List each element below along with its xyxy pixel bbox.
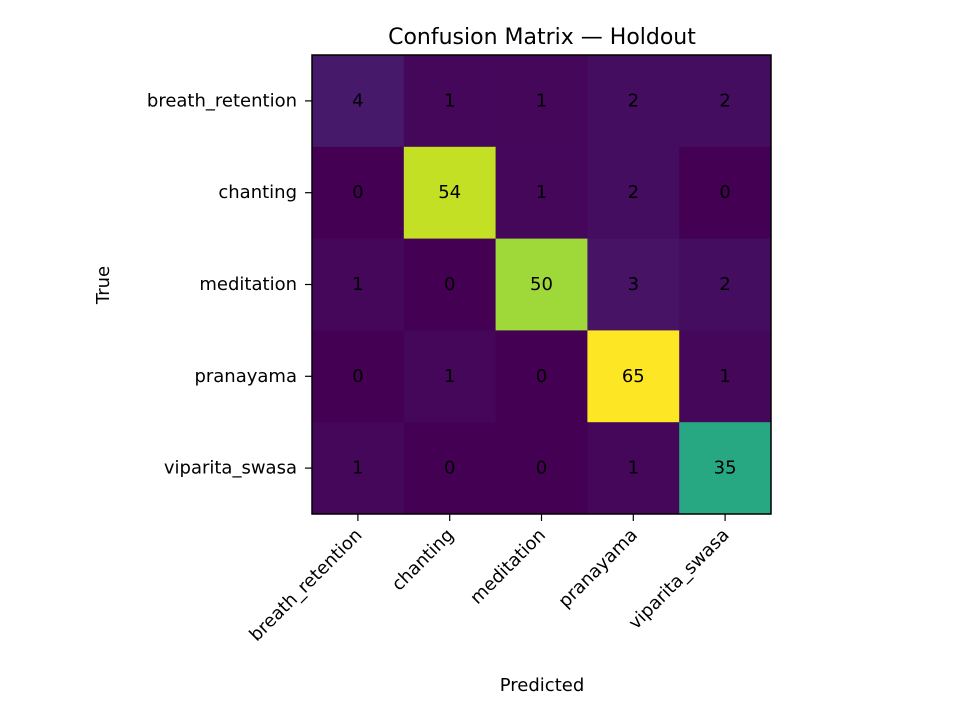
heatmap-cell-r1-c1 [403,146,497,240]
x-tick-label-1: chanting [388,525,458,595]
cell-value-r4-c4: 35 [714,458,737,479]
cell-value-r1-c1: 54 [438,182,461,203]
heatmap-cell-r1-c0 [312,146,405,240]
chart-title: Confusion Matrix — Holdout [388,25,696,50]
cell-value-r1-c4: 0 [719,182,730,203]
cell-value-r0-c4: 2 [719,90,730,111]
x-tick-label-0: breath_retention [245,525,366,646]
cell-values: 4 1 1 2 2 0 54 1 2 0 1 0 50 3 2 0 1 0 65 1 1 0 0 1 35 [352,90,736,478]
y-tick-label-1: chanting [218,182,297,203]
x-axis-ticks: breath_retention chanting meditation pranay… [245,514,734,646]
y-tick-label-0: breath_retention [147,90,297,111]
cell-value-r3-c2: 0 [536,366,547,387]
x-tick-label-3: pranayama [554,525,641,612]
heatmap-cell-r2-c0 [312,238,405,331]
cell-value-r1-c0: 0 [352,182,363,203]
cell-value-r2-c2: 50 [530,274,553,295]
y-axis-ticks: breath_retention chanting meditation pranay… [147,90,312,479]
heatmap-cell-r0-c3 [587,55,680,148]
cell-value-r4-c0: 1 [352,458,363,479]
cell-value-r2-c3: 3 [628,274,639,295]
heatmap-cell-r2-c3 [587,238,680,331]
cell-value-r2-c4: 2 [719,274,730,295]
heatmap-cell-r2-c2 [495,238,588,331]
x-tick-label-4: viparita_swasa [625,525,734,634]
cell-value-r4-c3: 1 [628,458,639,479]
heatmap-cell-r0-c2 [495,55,588,148]
heatmap-cell-r1-c2 [495,146,588,240]
cell-value-r1-c2: 1 [536,182,547,203]
heatmap-cell-r0-c4 [679,55,772,148]
heatmap-cell-r4-c0 [312,422,405,515]
y-tick-label-2: meditation [199,274,297,295]
cell-value-r2-c1: 0 [444,274,455,295]
cell-value-r1-c3: 2 [628,182,639,203]
cell-value-r0-c1: 1 [444,90,455,111]
cell-value-r0-c0: 4 [352,90,363,111]
cell-value-r3-c0: 0 [352,366,363,387]
heatmap-cell-r4-c2 [495,422,588,515]
x-axis-label: Predicted [500,675,585,696]
cell-value-r3-c4: 1 [719,366,730,387]
cell-value-r3-c3: 65 [622,366,645,387]
heatmap-cell-r3-c0 [312,330,405,423]
heatmap-cell-r1-c3 [587,146,680,240]
y-tick-label-3: pranayama [194,366,297,387]
heatmap-cell-r1-c4 [679,146,772,240]
x-tick-label-2: meditation [466,525,550,609]
cell-value-r3-c1: 1 [444,366,455,387]
y-tick-label-4: viparita_swasa [164,458,297,479]
cell-value-r4-c2: 0 [536,458,547,479]
heatmap-cell-r0-c1 [403,55,497,148]
heatmap-cell-r3-c4 [679,330,772,423]
heatmap-cell-r4-c1 [403,422,497,515]
cell-value-r2-c0: 1 [352,274,363,295]
cell-value-r0-c2: 1 [536,90,547,111]
heatmap-cell-r3-c3 [587,330,680,423]
cell-value-r0-c3: 2 [628,90,639,111]
heatmap-cell-r2-c1 [403,238,497,331]
heatmap-cell-r3-c1 [403,330,497,423]
y-axis-label: True [93,266,114,305]
cell-value-r4-c1: 0 [444,458,455,479]
heatmap-cell-r0-c0 [312,55,405,148]
heatmap-cell-r4-c3 [587,422,680,515]
heatmap-cells [312,55,772,515]
heatmap-cell-r4-c4 [679,422,772,515]
heatmap-cell-r3-c2 [495,330,588,423]
heatmap-cell-r2-c4 [679,238,772,331]
